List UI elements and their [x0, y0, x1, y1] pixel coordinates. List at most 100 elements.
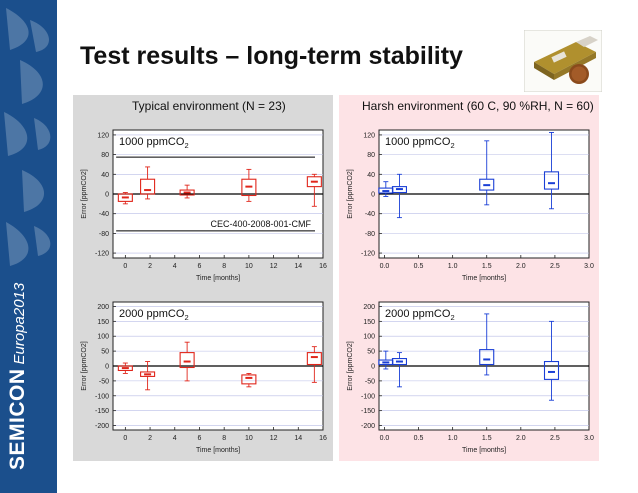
box: [479, 349, 495, 366]
y-tick-label: 100: [363, 334, 375, 341]
y-axis-label: Error [ppmCO2]: [81, 169, 88, 218]
y-tick-label: 80: [367, 152, 375, 159]
x-tick-label: 8: [222, 263, 226, 270]
y-tick-label: -80: [365, 231, 375, 238]
y-tick-label: -120: [95, 251, 109, 258]
x-tick-label: 1.0: [448, 263, 458, 270]
x-tick-label: 0.5: [414, 435, 424, 442]
typical-panel-title: Typical environment (N = 23): [132, 99, 286, 113]
x-tick-label: 2.5: [550, 435, 560, 442]
concentration-label: 1000 ppmCO2: [385, 136, 455, 150]
page-title: Test results – long-term stability: [80, 42, 463, 70]
y-tick-label: 150: [97, 319, 109, 326]
box: [117, 193, 133, 202]
x-tick-label: 4: [173, 435, 177, 442]
box: [140, 178, 156, 195]
x-tick-label: 6: [198, 263, 202, 270]
y-tick-label: -120: [361, 251, 375, 258]
x-axis-label: Time [months]: [196, 447, 240, 454]
box: [543, 171, 560, 190]
y-tick-label: -100: [361, 393, 375, 400]
x-tick-label: 0.0: [380, 435, 390, 442]
concentration-subscript: 2: [450, 141, 454, 150]
y-tick-label: 100: [97, 334, 109, 341]
y-axis-label: Error [ppmCO2]: [81, 341, 88, 390]
x-axis-label: Time [months]: [462, 447, 506, 454]
box: [117, 365, 133, 372]
concentration-label: 2000 ppmCO2: [385, 308, 455, 322]
chart-harsh-1000: -120 -80 -40 0 40 80 120 0.0 0.5 1.0 1.5 2.0 2.5 3.0 T…: [347, 129, 594, 282]
concentration-subscript: 2: [450, 313, 454, 322]
x-tick-label: 1.0: [448, 435, 458, 442]
box: [241, 374, 257, 385]
y-tick-label: 0: [105, 364, 109, 371]
y-tick-label: -200: [361, 423, 375, 430]
y-tick-label: 0: [371, 364, 375, 371]
concentration-label: 2000 ppmCO2: [119, 308, 189, 322]
x-tick-label: 0: [123, 435, 127, 442]
x-tick-label: 8: [222, 435, 226, 442]
annotation-label: CEC-400-2008-001-CMF: [210, 219, 311, 229]
x-axis-label: Time [months]: [196, 275, 240, 282]
x-tick-label: 2.5: [550, 263, 560, 270]
y-tick-label: 0: [105, 192, 109, 199]
x-tick-label: 16: [319, 263, 327, 270]
y-tick-label: -200: [95, 423, 109, 430]
x-tick-label: 1.5: [482, 263, 492, 270]
x-tick-label: 1.5: [482, 435, 492, 442]
sidebar-pattern: [4, 8, 51, 266]
box: [306, 176, 322, 188]
x-tick-label: 2.0: [516, 263, 526, 270]
x-tick-label: 0.0: [380, 263, 390, 270]
x-tick-label: 12: [270, 435, 278, 442]
box: [391, 186, 408, 194]
y-tick-label: -50: [99, 378, 109, 385]
y-tick-label: 50: [367, 349, 375, 356]
x-tick-label: 10: [245, 435, 253, 442]
x-tick-label: 12: [270, 263, 278, 270]
y-tick-label: -40: [365, 211, 375, 218]
brand-name: SEMICON: [6, 368, 29, 470]
sensor-photo: [524, 30, 602, 92]
y-tick-label: -150: [95, 408, 109, 415]
box: [306, 352, 322, 366]
y-tick-label: 40: [101, 172, 109, 179]
y-tick-label: -50: [365, 378, 375, 385]
x-tick-label: 14: [294, 435, 302, 442]
x-tick-label: 3.0: [584, 435, 594, 442]
chart-typical-2000: -200 -150 -100 -50 0 50 100 150 200 0 2 4 6 8 10 12 14 16…: [81, 301, 327, 454]
y-tick-label: 200: [97, 304, 109, 311]
y-tick-label: -150: [361, 408, 375, 415]
x-tick-label: 2: [148, 263, 152, 270]
y-tick-label: 120: [363, 132, 375, 139]
concentration-label: 1000 ppmCO2: [119, 136, 189, 150]
y-tick-label: 0: [371, 192, 375, 199]
y-tick-label: 200: [363, 304, 375, 311]
box: [391, 358, 408, 366]
concentration-subscript: 2: [184, 313, 188, 322]
y-tick-label: 120: [97, 132, 109, 139]
brand-sub: Europa2013: [11, 282, 28, 365]
box: [479, 178, 495, 191]
x-tick-label: 16: [319, 435, 327, 442]
y-tick-label: 50: [101, 349, 109, 356]
x-tick-label: 2: [148, 435, 152, 442]
y-axis-label: Error [ppmCO2]: [347, 341, 354, 390]
x-tick-label: 3.0: [584, 263, 594, 270]
chart-typical-1000: -120 -80 -40 0 40 80 120 0 2 4 6 8 10 12 14 16 Time [mon…: [81, 129, 327, 282]
harsh-panel-title: Harsh environment (60 C, 90 %RH, N = 60): [362, 99, 594, 113]
box: [179, 189, 195, 196]
x-tick-label: 4: [173, 263, 177, 270]
x-axis-label: Time [months]: [462, 275, 506, 282]
y-tick-label: -80: [99, 231, 109, 238]
box: [241, 178, 257, 197]
semicon-logo: SEMICON Europa2013: [6, 283, 30, 470]
box: [543, 360, 560, 380]
x-tick-label: 10: [245, 263, 253, 270]
x-tick-label: 0.5: [414, 263, 424, 270]
y-tick-label: -100: [95, 393, 109, 400]
y-tick-label: 150: [363, 319, 375, 326]
y-axis-label: Error [ppmCO2]: [347, 169, 354, 218]
box: [179, 352, 195, 369]
y-tick-label: 40: [367, 172, 375, 179]
